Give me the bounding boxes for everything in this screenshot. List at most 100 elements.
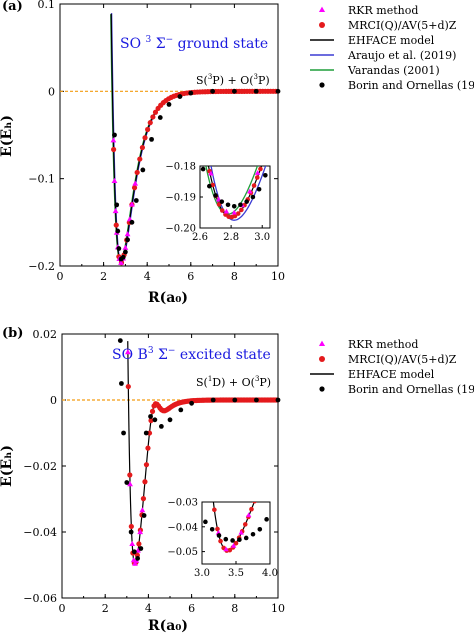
borin-point [129, 219, 135, 225]
borin-point-inset [207, 183, 212, 189]
mrci-point [143, 462, 150, 468]
mrci-point [139, 144, 146, 151]
rkr-point [122, 244, 129, 250]
borin-point [135, 556, 141, 561]
borin-point-inset [216, 533, 222, 538]
y-tick-label: 0 [48, 85, 55, 98]
panel-b-ticks: 0 2 4 6 8 10 −0.06 −0.04 −0.02 0 0.02 [23, 328, 285, 615]
borin-point [123, 249, 128, 255]
panel-b-xlabel: R(a₀) [148, 618, 188, 634]
mrci-point-inset [258, 166, 263, 172]
rkr-point [127, 481, 133, 487]
borin-point [114, 202, 120, 208]
mrci-point-inset [251, 183, 257, 188]
mrci-point [136, 541, 142, 547]
y-tick-label: −0.1 [28, 173, 55, 186]
rkr-point [112, 208, 119, 214]
mrci-point [125, 383, 131, 390]
y-tick-label: −0.02 [23, 460, 57, 473]
inset-y-tick-label: −0.04 [167, 522, 198, 533]
mrci-point-inset [198, 108, 203, 113]
mrci-point-inset [201, 132, 206, 137]
inset-x-tick-label: 2.8 [223, 232, 239, 243]
borin-point [141, 513, 147, 518]
mrci-point [145, 126, 151, 133]
y-tick-label: 0 [50, 394, 57, 407]
panel-a-legend: RKR method MRCI(Q)/AV(5+d)Z EHFACE model Ar… [310, 4, 474, 92]
mrci-point-inset [249, 506, 254, 512]
borin-point [275, 397, 281, 403]
borin-point-inset [230, 538, 235, 543]
borin-point-inset [200, 166, 206, 172]
legend-borin-marker [319, 386, 325, 392]
rkr-point [132, 560, 138, 566]
mrci-point [127, 472, 133, 478]
borin-point [177, 94, 183, 99]
legend-label: RKR method [348, 4, 418, 17]
mrci-point-inset [268, 458, 273, 463]
mrci-point-inset [232, 213, 238, 219]
rkr-point [139, 507, 146, 513]
mrci-point-inset [218, 538, 223, 544]
mrci-point-inset [255, 491, 260, 496]
y-tick-label: −0.04 [23, 526, 57, 539]
x-tick-label: 8 [231, 270, 238, 283]
rkr-point-inset [200, 127, 205, 132]
x-tick-label: 4 [144, 270, 151, 283]
mrci-point [128, 523, 134, 530]
x-tick-label: 0 [57, 270, 64, 283]
borin-point-inset [250, 531, 256, 537]
mrci-point-inset [215, 526, 220, 532]
panel-b-legend: RKR method MRCI(Q)/AV(5+d)Z EHFACE model Bo… [310, 338, 474, 396]
inset-y-tick-label: −0.05 [167, 547, 198, 558]
borin-point [115, 228, 121, 234]
x-tick-label: 4 [145, 602, 152, 615]
borin-point [143, 430, 149, 436]
panel-a-inset: 2.6 2.8 3.0 −0.20 −0.19 −0.18 [165, 108, 271, 243]
inset-x-tick-label: 3.0 [194, 568, 210, 579]
y-tick-label: 0.02 [33, 328, 58, 341]
mrci-point-inset [265, 148, 270, 153]
borin-point [131, 549, 137, 555]
borin-point [124, 480, 130, 485]
mrci-point [150, 114, 156, 120]
panel-a-asymptote-label: S(3P) + O(3P) [196, 73, 270, 87]
x-tick-label: 2 [102, 602, 109, 615]
rkr-point-inset [263, 148, 268, 153]
borin-point [128, 529, 134, 535]
mrci-point [142, 479, 148, 485]
x-tick-label: 6 [188, 602, 195, 615]
rkr-point [132, 180, 139, 186]
legend-mrci-marker [319, 356, 325, 362]
borin-point-inset [238, 202, 243, 208]
rkr-point-inset [223, 546, 229, 552]
mrci-point-inset [233, 540, 239, 546]
inset-content [203, 439, 273, 553]
rkr-point-inset [223, 208, 230, 214]
mrci-point-inset [265, 466, 270, 471]
inset-x-tick-label: 2.6 [192, 232, 208, 243]
borin-point [275, 88, 281, 94]
mrci-point-inset [254, 175, 260, 180]
panel-b-ylabel: E(Eₕ) [0, 445, 15, 487]
inset-frame [201, 501, 271, 565]
mrci-point [148, 417, 154, 424]
mrci-point-inset [227, 547, 233, 553]
legend-label: Borin and Ornellas (1999) [348, 79, 474, 92]
borin-point-inset [256, 186, 262, 192]
inset-y-tick-label: −0.18 [165, 162, 196, 173]
borin-point [253, 88, 259, 94]
legend-mrci-marker [319, 22, 325, 28]
panel-a-xlabel: R(a₀) [148, 290, 188, 306]
mrci-point [131, 185, 138, 191]
borin-point [158, 424, 164, 429]
borin-point [133, 198, 139, 203]
legend-rkr-marker [318, 340, 326, 347]
borin-point [112, 132, 117, 138]
inset-x-tick-label: 3.0 [254, 232, 270, 243]
mrci-point [142, 135, 148, 141]
borin-point [188, 90, 194, 96]
mrci-point-inset [206, 439, 211, 444]
rkr-point [125, 349, 131, 355]
